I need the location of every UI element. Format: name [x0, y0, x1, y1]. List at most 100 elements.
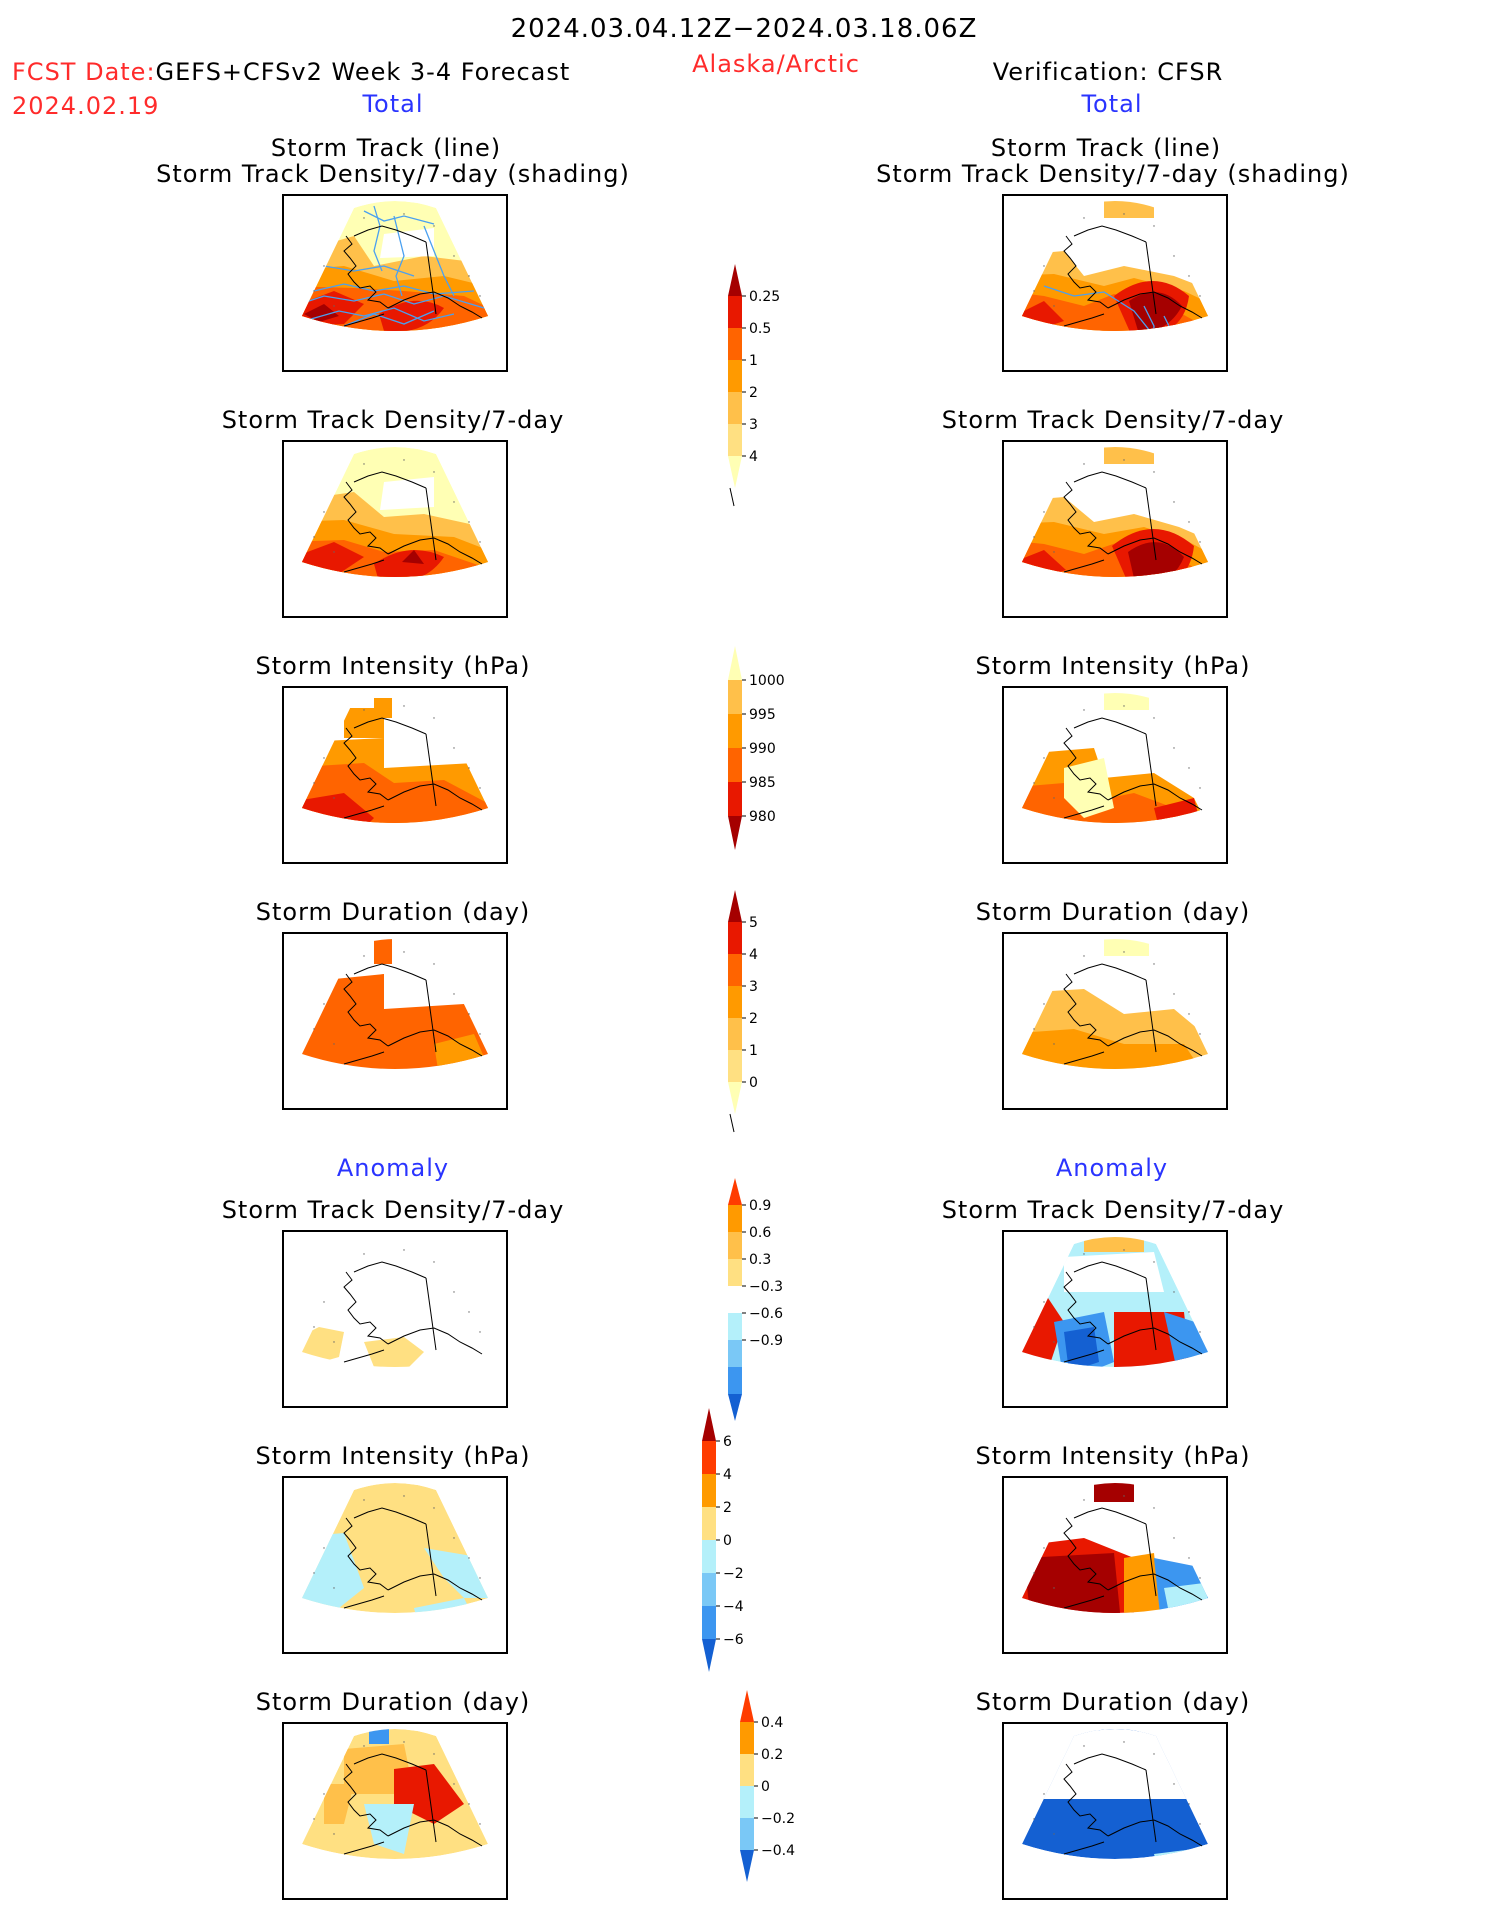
region-label: Alaska/Arctic	[692, 50, 860, 78]
colorbar-tick-label: 0.4	[761, 1715, 783, 1731]
grid-dot	[1123, 1741, 1125, 1743]
map-anom-density-left	[282, 1230, 508, 1408]
grid-dot	[1199, 787, 1201, 789]
colorbar-tick-label: 1	[749, 353, 758, 369]
map-anom-duration-left	[282, 1722, 508, 1900]
coastline-west	[343, 1517, 389, 1591]
title-anom-density-left: Storm Track Density/7-day	[221, 1196, 565, 1224]
colorbar-segment	[702, 1606, 716, 1639]
coastline-south	[387, 783, 483, 811]
shade-region	[1064, 758, 1114, 818]
colorbar-segment	[728, 816, 742, 850]
colorbar-segment	[728, 1286, 742, 1313]
coastline-group	[1033, 1249, 1203, 1363]
fcst-date-label: FCST Date:GEFS+CFSv2 Week 3-4 Forecast	[12, 58, 570, 86]
map-fill-group	[1022, 939, 1208, 1069]
colorbar-segment	[728, 360, 742, 392]
aleutian-arc	[1063, 1051, 1105, 1065]
map-fill-group	[1022, 1729, 1208, 1859]
colorbar-tick-label: 990	[749, 741, 776, 757]
shade-cell	[1104, 693, 1149, 710]
coastline-north	[1073, 1507, 1147, 1525]
map-fill-group	[302, 1237, 488, 1367]
colorbar-segment	[728, 714, 742, 748]
grid-dot	[363, 1253, 365, 1255]
colorbar-segment	[728, 1394, 742, 1421]
title-density-left: Storm Track Density/7-day	[221, 406, 565, 434]
map-anom-density-right	[1002, 1230, 1228, 1408]
coastline-north	[353, 963, 427, 981]
track-line	[373, 205, 383, 272]
colorbar-segment	[728, 392, 742, 424]
coastline-group	[313, 213, 483, 327]
map-density-left-svg	[302, 447, 488, 577]
grid-dot	[363, 1745, 365, 1747]
grid-dot	[323, 511, 325, 513]
colorbar-segment	[728, 456, 742, 488]
coastline-north	[353, 471, 427, 489]
grid-dot	[313, 1326, 315, 1328]
colorbar-anom-intensity: 6 4 2 0 −2 −4 −6	[696, 1408, 756, 1722]
grid-dot	[453, 1783, 455, 1785]
aleutian-arc	[1063, 805, 1105, 819]
border-line	[1145, 1523, 1157, 1597]
grid-dot	[479, 1331, 481, 1333]
grid-dot	[433, 471, 435, 473]
shade-region	[1154, 1849, 1204, 1859]
coastline-group	[313, 951, 483, 1065]
shade-region	[1022, 783, 1208, 823]
grid-dot	[1173, 993, 1175, 995]
grid-dot	[1083, 463, 1085, 465]
coastline-south	[387, 1029, 483, 1057]
colorbar-segment	[728, 954, 742, 986]
colorbar-segment	[702, 1540, 716, 1573]
title-intensity-left: Storm Intensity (hPa)	[255, 652, 531, 680]
coastline-group	[1033, 1741, 1203, 1855]
coastline-south	[1107, 1029, 1203, 1057]
map-density-right	[1002, 440, 1228, 618]
map-fill-group	[1022, 201, 1208, 331]
date-range-title: 2024.03.04.12Z−2024.03.18.06Z	[510, 14, 978, 44]
grid-dot	[1188, 1311, 1190, 1313]
colorbar-segment	[702, 1639, 716, 1672]
shade-region	[302, 974, 488, 1069]
grid-dot	[453, 501, 455, 503]
title-anom-intensity-left: Storm Intensity (hPa)	[255, 1442, 531, 1470]
grid-dot	[468, 767, 470, 769]
map-fill-group	[302, 447, 488, 577]
coastline-south	[387, 537, 483, 565]
colorbar-segment	[740, 1818, 754, 1850]
title-anom-intensity-right: Storm Intensity (hPa)	[975, 1442, 1251, 1470]
colorbar-tick-label: 0.6	[749, 1225, 771, 1241]
map-fill-group	[302, 1483, 488, 1613]
shade-region	[1064, 1327, 1099, 1367]
coastline-west	[1063, 1271, 1109, 1345]
grid-dot	[433, 225, 435, 227]
grid-dot	[453, 255, 455, 257]
map-sector	[302, 1237, 488, 1367]
coastline-west	[1063, 481, 1109, 555]
grid-dot	[1199, 541, 1201, 543]
map-duration-right-svg	[1022, 939, 1208, 1069]
coastline-group	[313, 1249, 483, 1363]
shade-cell	[1084, 1237, 1144, 1252]
grid-dot	[1123, 1249, 1125, 1251]
coastline-south	[1107, 1573, 1203, 1601]
border-line	[425, 241, 437, 315]
coastline-north	[353, 1753, 427, 1771]
grid-dot	[333, 1341, 335, 1343]
grid-dot	[433, 1507, 435, 1509]
border-line	[425, 1523, 437, 1597]
coastline-south	[1107, 783, 1203, 811]
colorbar-segment	[702, 1408, 716, 1441]
colorbar-tick-label: 1	[749, 1043, 758, 1059]
colorbar-tick-label: −0.3	[749, 1279, 783, 1295]
coastline-north	[1073, 225, 1147, 243]
coastline-group	[313, 1495, 483, 1609]
title-anom-duration-right: Storm Duration (day)	[975, 1688, 1251, 1716]
anomaly-left-label: Anomaly	[336, 1154, 450, 1182]
map-anom-intensity-left	[282, 1476, 508, 1654]
shade-cell	[374, 939, 392, 964]
grid-dot	[433, 1261, 435, 1263]
coastline-north	[1073, 1261, 1147, 1279]
